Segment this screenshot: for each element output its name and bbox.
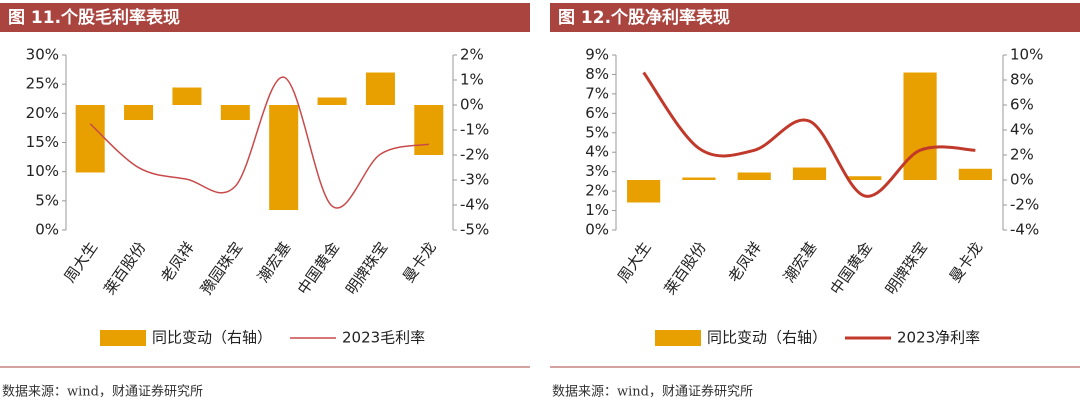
bar: [365, 72, 395, 105]
x-tick-label: 曼卡龙: [946, 239, 987, 286]
chart-panel: 图 11.个股毛利率表现 0% 5% 10% 15% 20% 25% 30% -5% -4% -3%…: [0, 3, 530, 400]
x-tick-label: 明牌珠宝: [882, 239, 931, 298]
x-tick-label: 周大生: [614, 239, 655, 286]
y2-tick-label: -1%: [460, 121, 489, 139]
bar: [75, 105, 105, 173]
y-tick-label: 20%: [26, 104, 59, 122]
line: [642, 71, 976, 198]
y2-tick-label: -2%: [1010, 196, 1039, 214]
bar: [414, 105, 444, 155]
x-tick-label: 周大生: [61, 239, 102, 286]
source-note: 数据来源：wind，财通证券研究所: [2, 384, 203, 400]
x-tick-label: 豫园珠宝: [197, 239, 246, 298]
y-tick-label: 3%: [585, 162, 609, 180]
legend-swatch: [655, 330, 701, 346]
y-tick-label: 0%: [35, 221, 59, 239]
y-tick-label: 1%: [585, 201, 609, 219]
x-tick-label: 莱百股份: [100, 239, 149, 298]
line: [89, 76, 429, 209]
y-tick-label: 30%: [26, 46, 59, 64]
x-tick-label: 中国黄金: [827, 239, 876, 298]
x-tick-label: 潮宏基: [254, 239, 295, 286]
y2-tick-label: -5%: [460, 221, 489, 239]
bar: [172, 87, 202, 105]
y-tick-label: 25%: [26, 75, 59, 93]
y-tick-label: 5%: [585, 123, 609, 141]
y-tick-label: 9%: [585, 46, 609, 64]
bar: [682, 177, 716, 180]
x-tick-label: 中国黄金: [294, 239, 343, 298]
y-tick-label: 5%: [35, 191, 59, 209]
legend-label: 2023毛利率: [342, 329, 425, 347]
x-tick-label: 莱百股份: [661, 239, 710, 298]
bar: [848, 176, 882, 180]
bar: [737, 172, 771, 180]
y2-tick-label: 0%: [1010, 171, 1034, 189]
bar: [269, 105, 299, 210]
chart-title: 图 12.个股净利率表现: [558, 7, 730, 28]
bar: [627, 180, 661, 203]
y-tick-label: 0%: [585, 221, 609, 239]
bar: [792, 167, 827, 180]
x-tick-label: 曼卡龙: [399, 239, 440, 286]
y2-tick-label: 10%: [1010, 46, 1043, 64]
y2-tick-label: -4%: [460, 196, 489, 214]
x-tick-label: 明牌珠宝: [342, 239, 391, 298]
y2-tick-label: 0%: [460, 96, 484, 114]
x-tick-label: 老凤祥: [157, 239, 198, 286]
y2-tick-label: -3%: [460, 171, 489, 189]
y2-tick-label: 2%: [1010, 146, 1034, 164]
title-banner: [550, 3, 1080, 32]
bar: [220, 105, 250, 120]
y2-tick-label: 8%: [1010, 71, 1034, 89]
y-tick-label: 10%: [26, 162, 59, 180]
y-tick-label: 7%: [585, 84, 609, 102]
y2-tick-label: 2%: [460, 46, 484, 64]
chart-panel: 图 12.个股净利率表现0%1%2%3%4%5%6%7%8%9%-4%-2%0%…: [550, 3, 1080, 400]
chart-title: 图 11.个股毛利率表现: [8, 7, 180, 28]
source-note: 数据来源：wind，财通证券研究所: [552, 384, 753, 400]
bar: [317, 97, 347, 105]
y2-tick-label: 1%: [460, 71, 484, 89]
y-tick-label: 4%: [585, 143, 609, 161]
y-tick-label: 15%: [26, 133, 59, 151]
bar: [124, 105, 154, 120]
y-tick-label: 8%: [585, 65, 609, 83]
y2-tick-label: -4%: [1010, 221, 1039, 239]
x-tick-label: 老凤祥: [725, 239, 766, 286]
bar: [958, 168, 992, 180]
y2-tick-label: -2%: [460, 146, 489, 164]
bar: [903, 72, 937, 180]
title-banner: [0, 3, 530, 32]
x-tick-label: 潮宏基: [780, 239, 821, 286]
y2-tick-label: 4%: [1010, 121, 1034, 139]
legend-label: 2023净利率: [897, 329, 980, 347]
legend-label: 同比变动（右轴）: [152, 329, 272, 347]
y-tick-label: 2%: [585, 182, 609, 200]
legend-label: 同比变动（右轴）: [707, 329, 827, 347]
y-tick-label: 6%: [585, 104, 609, 122]
legend-swatch: [100, 330, 146, 346]
y2-tick-label: 6%: [1010, 96, 1034, 114]
